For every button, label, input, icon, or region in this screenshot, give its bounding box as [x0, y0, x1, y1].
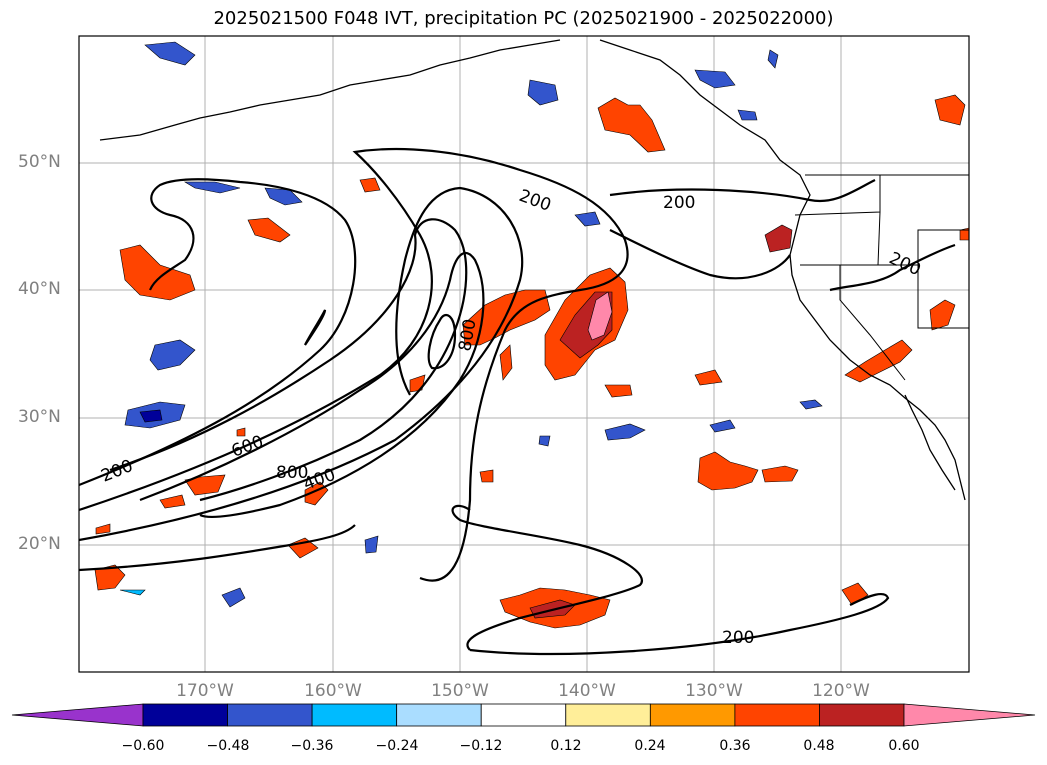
- contour-label-group: 200 200 200 200 200 400 600 800 800: [98, 186, 923, 648]
- lon-label-130w: 130°W: [685, 681, 743, 701]
- colorbar-segment: [649, 703, 736, 727]
- contour-label: 600: [229, 432, 266, 462]
- contour-label: 200: [663, 193, 695, 213]
- gridlines: [79, 36, 969, 672]
- colorbar-segment: [142, 703, 228, 727]
- ivt-contours: [79, 147, 956, 656]
- map-frame: [78, 35, 970, 673]
- colorbar: [11, 703, 1036, 727]
- positive-precip-patches: [94, 94, 969, 629]
- colorbar-segment: [565, 703, 651, 727]
- lon-label-120w: 120°W: [812, 681, 870, 701]
- contour-label: 800: [455, 317, 480, 352]
- colorbar-segment: [311, 703, 398, 727]
- contour-label: 200: [722, 628, 754, 648]
- colorbar-tick: 0.48: [803, 738, 835, 754]
- colorbar-segment: [480, 703, 567, 727]
- colorbar-tick: −0.12: [459, 738, 503, 754]
- lat-label-40n: 40°N: [18, 279, 61, 299]
- lon-label-150w: 150°W: [431, 681, 489, 701]
- contour-label: 200: [98, 456, 136, 487]
- colorbar-tick: −0.24: [375, 738, 419, 754]
- lat-label-20n: 20°N: [18, 534, 61, 554]
- map-title: 2025021500 F048 IVT, precipitation PC (2…: [213, 8, 834, 29]
- contour-label: 200: [516, 186, 553, 216]
- coastlines: [99, 39, 966, 501]
- colorbar-segment: [819, 703, 905, 727]
- colorbar-tick: −0.48: [206, 738, 250, 754]
- colorbar-tick: −0.36: [290, 738, 334, 754]
- colorbar-tick: 0.60: [888, 738, 920, 754]
- colorbar-tick: 0.12: [550, 738, 582, 754]
- contour-label: 800: [276, 463, 308, 483]
- state-borders: [794, 174, 969, 381]
- negative-precip-patches: [119, 41, 823, 608]
- lon-label-160w: 160°W: [304, 681, 362, 701]
- colorbar-tick: 0.36: [719, 738, 751, 754]
- lat-label-30n: 30°N: [18, 407, 61, 427]
- colorbar-extend-low: [11, 703, 144, 727]
- colorbar-segment: [227, 703, 313, 727]
- colorbar-segment: [396, 703, 482, 727]
- colorbar-extend-high: [903, 703, 1036, 727]
- lon-label-170w: 170°W: [176, 681, 234, 701]
- colorbar-tick: −0.60: [121, 738, 165, 754]
- lat-label-50n: 50°N: [18, 152, 61, 172]
- lon-label-140w: 140°W: [558, 681, 616, 701]
- colorbar-segment: [734, 703, 820, 727]
- colorbar-tick: 0.24: [634, 738, 666, 754]
